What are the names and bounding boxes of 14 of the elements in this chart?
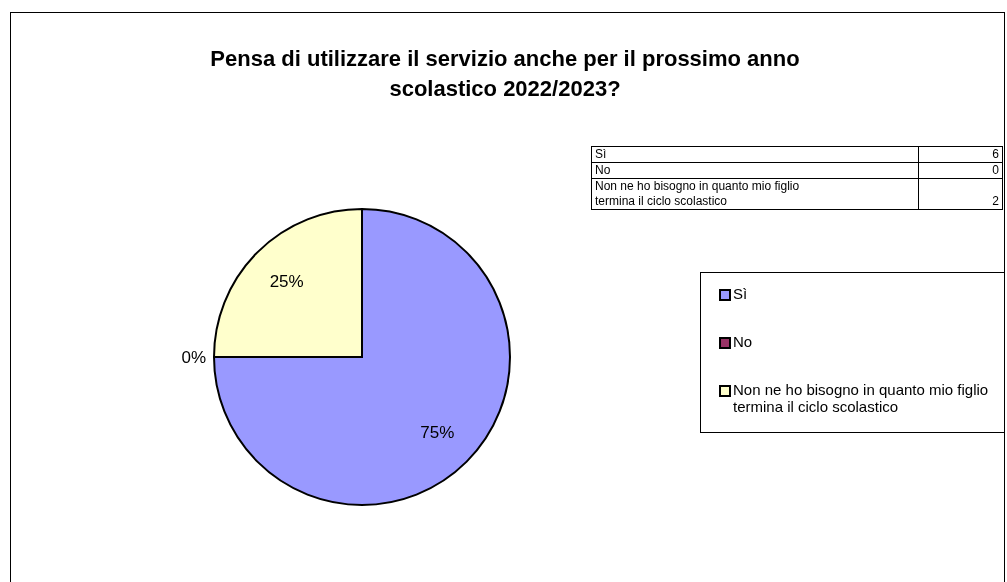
legend-label: Sì [733,285,748,302]
legend-label: Non ne ho bisogno in quanto mio figlio termina il ciclo scolastico [733,381,990,415]
pie-slice [213,208,511,506]
category-label: No [595,163,611,177]
text: 0 [918,162,1003,179]
data-label: 75% [420,422,455,442]
text: 0% [181,347,206,367]
data-label: 25% [269,272,304,292]
text: 2 [918,178,1003,210]
category-label: Sì [595,147,607,161]
chart-title: Pensa di utilizzare il servizio anche per il prossimo anno scolastico 2022/2023? [209,45,801,103]
category-label: Non ne ho bisogno in quanto mio figlio termina il ciclo scolastico [595,179,800,208]
legend-label: No [733,333,753,350]
text: 6 [918,146,1003,163]
